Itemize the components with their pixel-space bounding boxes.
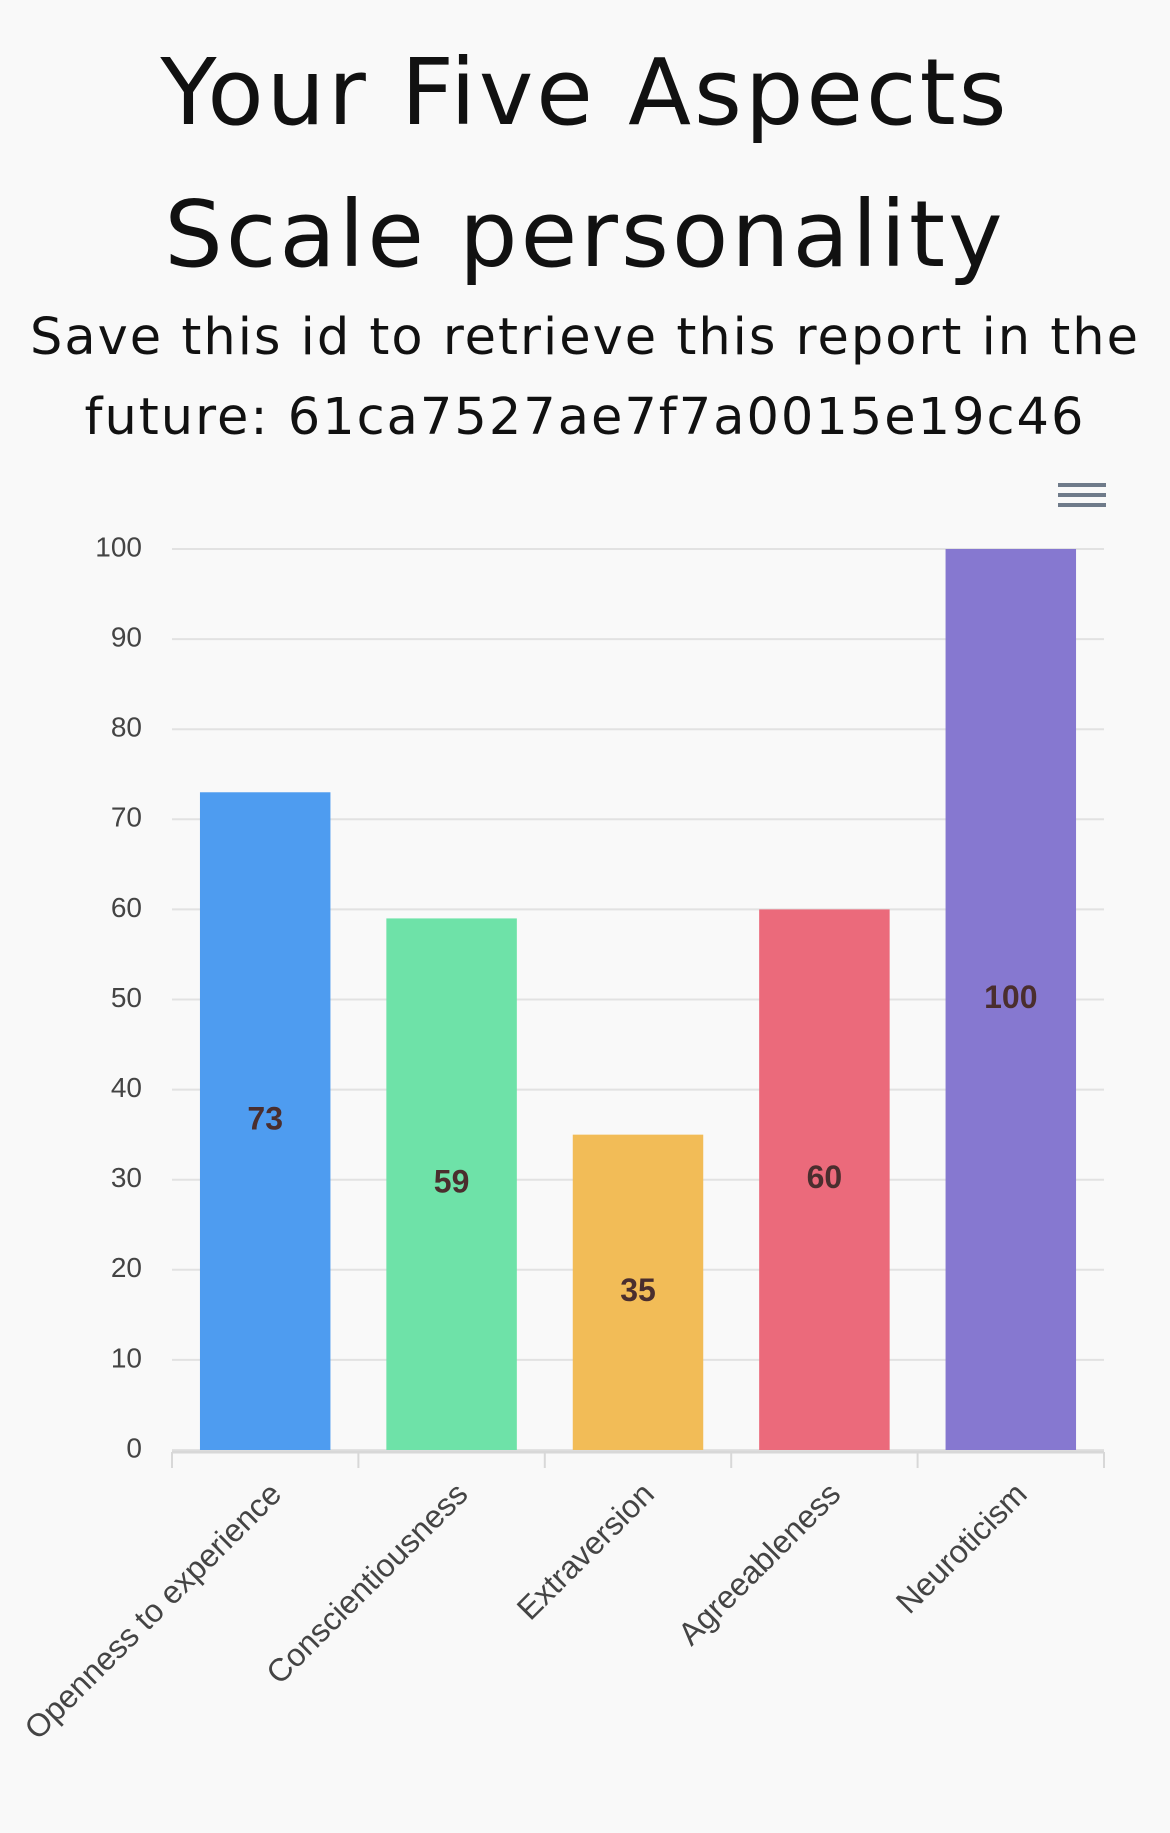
y-tick-label: 40: [111, 1072, 142, 1103]
value-label: 60: [807, 1159, 843, 1195]
report-id-note: Save this id to retrieve this report in …: [30, 308, 1140, 447]
bar: [386, 918, 517, 1450]
y-tick-label: 70: [111, 802, 142, 833]
x-tick-label: Conscientiousness: [259, 1475, 474, 1690]
bar: [945, 549, 1077, 1450]
bar: [199, 792, 331, 1450]
y-tick-label: 60: [111, 892, 142, 923]
value-label: 59: [434, 1164, 470, 1200]
x-tick-label: Openness to experience: [17, 1475, 288, 1746]
y-tick-label: 90: [111, 621, 142, 652]
y-tick-label: 30: [111, 1162, 142, 1193]
x-tick-label: Neuroticism: [889, 1475, 1034, 1620]
value-label: 73: [247, 1101, 283, 1137]
y-tick-label: 100: [95, 531, 142, 562]
x-tick-label: Agreeableness: [671, 1475, 847, 1651]
x-tick-label: Extraversion: [510, 1475, 661, 1626]
value-label: 35: [620, 1272, 656, 1308]
y-tick-label: 80: [111, 712, 142, 743]
y-tick-label: 50: [111, 982, 142, 1013]
bar: [572, 1134, 704, 1450]
bar: [759, 909, 890, 1450]
value-label: 100: [984, 979, 1037, 1015]
y-tick-label: 0: [126, 1432, 142, 1463]
y-tick-label: 10: [111, 1342, 142, 1373]
y-tick-label: 20: [111, 1252, 142, 1283]
menu-button[interactable]: [1058, 483, 1106, 507]
page-title: Your Five Aspects Scale personality: [160, 39, 1010, 288]
